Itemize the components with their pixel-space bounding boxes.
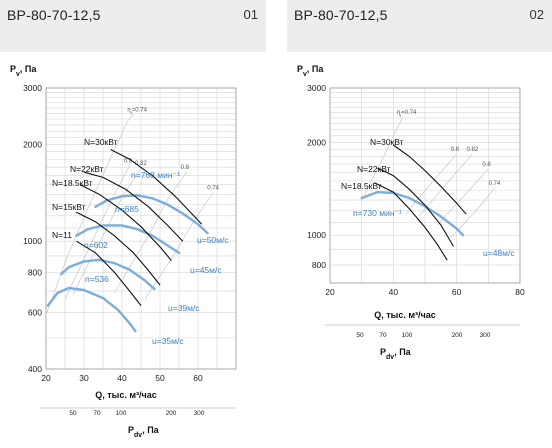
- efficiency-label: 0.82: [135, 161, 147, 167]
- power-curve: [83, 171, 184, 242]
- power-label: N=30кВт: [370, 137, 404, 147]
- efficiency-line: [405, 153, 457, 215]
- pd-tick-label: 70: [379, 332, 387, 339]
- y-tick-label: 2000: [307, 137, 326, 147]
- power-curve: [392, 144, 467, 215]
- y-tick-label: 1000: [307, 230, 326, 240]
- y-tick-label: 1000: [23, 236, 42, 246]
- panel-header: ВР-80-70-12,5 01: [0, 0, 266, 52]
- efficiency-label: 0.8: [451, 147, 460, 153]
- speed-label: n=685: [115, 204, 139, 214]
- panel-title: ВР-80-70-12,5: [7, 7, 101, 23]
- tip-speed-label: u=50м/с: [197, 235, 229, 245]
- efficiency-line: [450, 187, 495, 239]
- efficiency-label: 0.74: [489, 181, 501, 187]
- y-tick-label: 400: [28, 364, 42, 374]
- x-axis-label: Q, тыс. м³/час: [374, 310, 436, 320]
- plot-frame: [329, 87, 521, 284]
- efficiency-line: [64, 165, 130, 300]
- speed-curve: [94, 194, 209, 235]
- efficiency-line: [144, 192, 214, 300]
- pd-tick-label: 200: [452, 332, 463, 339]
- pd-tick-label: 200: [166, 410, 177, 417]
- fan-chart-1: 400 600 800 1000 2000 3000 20 30 40 50 60 Pv, Па Q, …: [10, 64, 237, 439]
- power-label: N=18.5кВт: [52, 178, 93, 188]
- x-tick-label: 80: [515, 287, 525, 297]
- pd-axis-label: Pdv, Па: [380, 347, 412, 361]
- x-tick-label: 60: [193, 373, 203, 383]
- power-label: N=22кВт: [357, 164, 391, 174]
- efficiency-label: 0.8: [181, 165, 190, 171]
- power-label: N=22кВт: [70, 164, 104, 174]
- x-tick-label: 30: [79, 373, 89, 383]
- y-tick-label: 2000: [23, 140, 42, 150]
- efficiency-line: [437, 168, 489, 226]
- pd-tick-label: 100: [116, 410, 127, 417]
- x-axis-label: Q, тыс. м³/час: [95, 390, 157, 400]
- panel-number: 02: [529, 7, 544, 22]
- y-tick-label: 600: [28, 307, 42, 317]
- speed-label: n=730 мин⁻¹: [353, 208, 402, 218]
- panel-header: ВР-80-70-12,5 02: [287, 0, 552, 52]
- tip-speed-label: u=39м/с: [168, 303, 200, 313]
- power-curve: [76, 211, 161, 286]
- y-axis-label: Pv, Па: [10, 64, 37, 78]
- power-label: N=30кВт: [84, 137, 118, 147]
- panel-number: 01: [243, 7, 258, 22]
- plot-frame: [45, 87, 237, 370]
- efficiency-label: ηi=0.74: [127, 108, 147, 116]
- power-curve: [374, 182, 448, 261]
- pd-tick-label: 50: [69, 410, 77, 417]
- x-tick-label: 40: [389, 287, 399, 297]
- power-curve: [377, 167, 454, 247]
- speed-curve: [46, 286, 137, 333]
- y-tick-label: 800: [28, 267, 42, 277]
- y-tick-label: 3000: [23, 83, 42, 93]
- efficiency-line: [361, 116, 404, 202]
- efficiency-line: [114, 171, 187, 294]
- pd-tick-label: 70: [93, 410, 101, 417]
- efficiency-label: 0.8: [124, 159, 133, 165]
- y-tick-label: 800: [312, 260, 326, 270]
- speed-curve: [360, 190, 465, 237]
- speed-label: n=536: [85, 274, 109, 284]
- speed-label: n=768 мин⁻¹: [131, 170, 180, 180]
- efficiency-label: 0.74: [207, 185, 219, 191]
- power-label: N=15кВт: [52, 202, 86, 212]
- tip-speed-label: u=45м/с: [190, 265, 222, 275]
- efficiency-line: [46, 114, 134, 315]
- y-axis-label: Pv, Па: [297, 64, 324, 78]
- efficiency-line: [72, 167, 142, 296]
- x-tick-label: 50: [155, 373, 165, 383]
- power-curve: [79, 184, 172, 261]
- efficiency-label: 0.82: [467, 147, 479, 153]
- y-tick-label: 3000: [307, 83, 326, 93]
- tip-speed-label: u=35м/с: [152, 336, 184, 346]
- x-tick-label: 20: [41, 373, 51, 383]
- power-label: N=18.5кВт: [341, 181, 382, 191]
- pd-tick-label: 300: [480, 332, 491, 339]
- speed-curve: [60, 258, 156, 291]
- speed-label: n=602: [84, 240, 108, 250]
- efficiency-label: 0.8: [482, 162, 491, 168]
- power-curve: [76, 240, 142, 306]
- power-label: N=11: [52, 230, 72, 240]
- x-tick-label: 40: [117, 373, 127, 383]
- x-tick-label: 20: [325, 287, 335, 297]
- pd-tick-label: 300: [194, 410, 205, 417]
- pd-tick-label: 100: [402, 332, 413, 339]
- speed-curve: [75, 224, 181, 254]
- efficiency-label: ηi=0.74: [397, 110, 417, 118]
- panel-title: ВР-80-70-12,5: [294, 7, 388, 23]
- x-tick-label: 60: [452, 287, 462, 297]
- tip-speed-label: u=48м/с: [483, 248, 515, 258]
- power-curve: [110, 149, 203, 225]
- pd-axis-label: Pdv, Па: [128, 425, 160, 439]
- pd-tick-label: 50: [356, 332, 364, 339]
